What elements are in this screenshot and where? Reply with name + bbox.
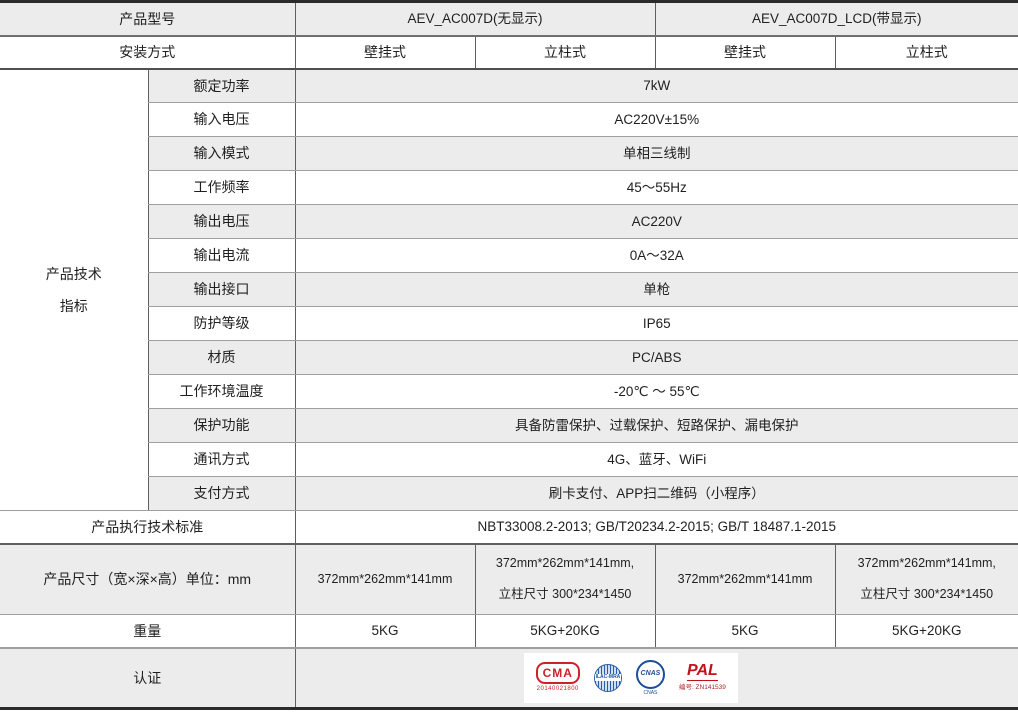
install-type-cell: 壁挂式 xyxy=(654,35,836,70)
cnas-circle-icon: CNAS xyxy=(635,659,665,689)
spec-value: IP65 xyxy=(294,306,1018,341)
cnas-logo: CNAS CNAS xyxy=(635,659,665,697)
spec-value: 7kW xyxy=(294,68,1018,103)
row-weight: 重量 5KG 5KG+20KG 5KG 5KG+20KG xyxy=(0,614,1018,649)
row-payment: 支付方式 刷卡支付、APP扫二维码（小程序） xyxy=(0,476,1018,511)
spec-label: 工作环境温度 xyxy=(147,374,295,409)
row-dimensions: 产品尺寸（宽×深×高）单位：mm 372mm*262mm*141mm 372mm… xyxy=(0,543,1018,615)
install-type-label: 安装方式 xyxy=(0,35,295,70)
spec-value: 具备防雷保护、过载保护、短路保护、漏电保护 xyxy=(294,408,1018,443)
weight-cell: 5KG+20KG xyxy=(834,614,1018,649)
spec-label: 工作频率 xyxy=(147,170,295,205)
row-output-current: 输出电流 0A～32A xyxy=(0,238,1018,273)
certification-label: 认证 xyxy=(0,647,295,709)
ilac-mra-globe-icon: ILAC-MRA xyxy=(593,663,622,692)
spec-value: 0A～32A xyxy=(294,238,1018,273)
cma-logo-text: CMA xyxy=(535,661,580,684)
row-protection-functions: 保护功能 具备防雷保护、过载保护、短路保护、漏电保护 xyxy=(0,408,1018,443)
weight-label: 重量 xyxy=(0,614,295,649)
pal-logo-number: 编号: ZN141539 xyxy=(678,684,726,692)
standards-label: 产品执行技术标准 xyxy=(0,510,295,545)
spec-value: AC220V±15% xyxy=(294,102,1018,137)
weight-cell: 5KG xyxy=(294,614,475,649)
spec-label: 额定功率 xyxy=(147,68,295,103)
spec-value: 4G、蓝牙、WiFi xyxy=(294,442,1018,477)
cma-logo-number: 20140021800 xyxy=(536,685,579,692)
ilac-mra-logo-text: ILAC-MRA xyxy=(594,674,622,682)
cnas-logo-caption: CNAS xyxy=(643,689,658,696)
spec-value: 刷卡支付、APP扫二维码（小程序） xyxy=(294,476,1018,511)
row-communication: 通讯方式 4G、蓝牙、WiFi xyxy=(0,442,1018,477)
dimensions-label: 产品尺寸（宽×深×高）单位：mm xyxy=(0,543,295,615)
model-a-cell: AEV_AC007D(无显示) xyxy=(294,1,656,37)
dimensions-cell: 372mm*262mm*141mm, 立柱尺寸 300*234*1450 xyxy=(474,543,656,615)
spec-label: 输出电压 xyxy=(147,204,295,239)
spec-label: 输出接口 xyxy=(147,272,295,307)
model-b-cell: AEV_AC007D_LCD(带显示) xyxy=(654,1,1018,37)
spec-label: 通讯方式 xyxy=(147,442,295,477)
install-type-cell: 立柱式 xyxy=(474,35,656,70)
product-model-label: 产品型号 xyxy=(0,1,295,37)
row-input-voltage: 输入电压 AC220V±15% xyxy=(0,102,1018,137)
standards-value: NBT33008.2-2013; GB/T20234.2-2015; GB/T … xyxy=(294,510,1018,545)
dimensions-cell: 372mm*262mm*141mm xyxy=(654,543,836,615)
spec-value: 45～55Hz xyxy=(294,170,1018,205)
spec-value: -20℃ ～ 55℃ xyxy=(294,374,1018,409)
row-protection-level: 防护等级 IP65 xyxy=(0,306,1018,341)
pal-logo-text: PAL xyxy=(687,662,718,682)
spec-label: 输入电压 xyxy=(147,102,295,137)
row-certification: 认证 CMA 20140021800 ILAC-MRA xyxy=(0,647,1018,709)
spec-value: 单枪 xyxy=(294,272,1018,307)
row-material: 材质 PC/ABS xyxy=(0,340,1018,375)
certification-logos: CMA 20140021800 ILAC-MRA CNAS xyxy=(523,652,738,703)
weight-cell: 5KG xyxy=(654,614,836,649)
cma-logo: CMA 20140021800 xyxy=(535,661,580,694)
dimensions-cell: 372mm*262mm*141mm xyxy=(294,543,475,615)
row-working-temperature: 工作环境温度 -20℃ ～ 55℃ xyxy=(0,374,1018,409)
row-input-mode: 输入模式 单相三线制 xyxy=(0,136,1018,171)
row-output-interface: 输出接口 单枪 xyxy=(0,272,1018,307)
row-standards: 产品执行技术标准 NBT33008.2-2013; GB/T20234.2-20… xyxy=(0,510,1018,545)
tech-category-label: 产品技术 指标 xyxy=(0,68,148,511)
dimensions-cell: 372mm*262mm*141mm, 立柱尺寸 300*234*1450 xyxy=(834,543,1018,615)
pal-logo: PAL 编号: ZN141539 xyxy=(679,663,726,692)
row-working-frequency: 工作频率 45～55Hz xyxy=(0,170,1018,205)
spec-value: 单相三线制 xyxy=(294,136,1018,171)
row-install-type: 安装方式 壁挂式 立柱式 壁挂式 立柱式 xyxy=(0,35,1018,70)
spec-label: 支付方式 xyxy=(147,476,295,511)
certification-cell: CMA 20140021800 ILAC-MRA CNAS xyxy=(294,647,1018,709)
ilac-mra-logo: ILAC-MRA xyxy=(593,663,622,692)
spec-label: 防护等级 xyxy=(147,306,295,341)
install-type-cell: 壁挂式 xyxy=(294,35,475,70)
weight-cell: 5KG+20KG xyxy=(474,614,656,649)
row-product-model: 产品型号 AEV_AC007D(无显示) AEV_AC007D_LCD(带显示) xyxy=(0,1,1018,37)
spec-label: 材质 xyxy=(147,340,295,375)
row-rated-power: 产品技术 指标 额定功率 7kW xyxy=(0,68,1018,511)
install-type-cell: 立柱式 xyxy=(834,35,1018,70)
spec-value: AC220V xyxy=(294,204,1018,239)
row-output-voltage: 输出电压 AC220V xyxy=(0,204,1018,239)
spec-value: PC/ABS xyxy=(294,340,1018,375)
spec-label: 输入模式 xyxy=(147,136,295,171)
spec-label: 输出电流 xyxy=(147,238,295,273)
spec-label: 保护功能 xyxy=(147,408,295,443)
cnas-logo-text: CNAS xyxy=(640,670,661,678)
